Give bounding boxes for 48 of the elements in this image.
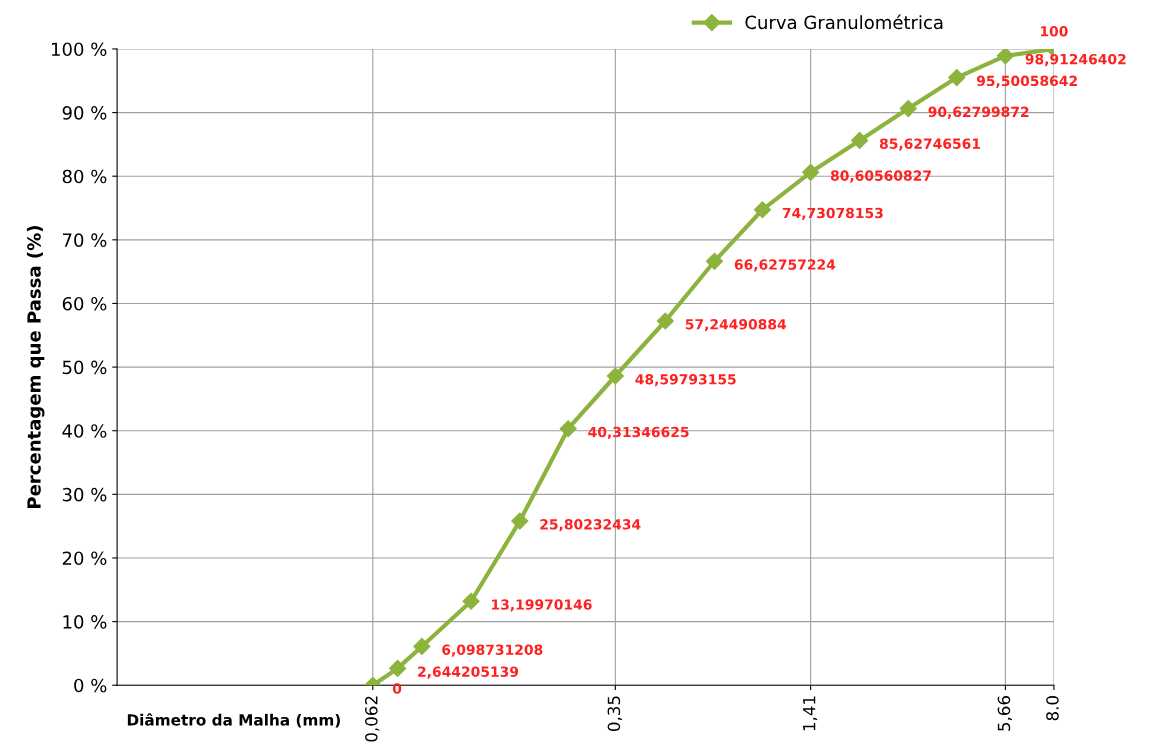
data-label: 48,59793155 [635, 374, 736, 387]
y-tick-label: 90 % [62, 106, 107, 120]
data-label: 0 [392, 683, 402, 694]
point [899, 100, 917, 118]
y-tick-label: 80 % [62, 169, 107, 184]
data-label: 2,644205139 [418, 666, 519, 679]
y-tick-label: 40 % [62, 424, 107, 438]
x-tick-label: 0,35 [607, 696, 622, 731]
point [413, 637, 431, 655]
x-tick-label: 8.0 [1046, 696, 1059, 721]
data-label: 25,80232434 [540, 519, 641, 532]
point [462, 592, 480, 610]
y-tick-label: 20 % [62, 551, 107, 566]
data-label: 100 [1040, 26, 1068, 37]
data-label: 6,098731208 [442, 644, 543, 657]
data-label: 13,19970146 [492, 599, 592, 612]
point [948, 69, 966, 87]
y-tick-label: 0 % [74, 678, 107, 693]
y-tick-label: 100 % [52, 42, 107, 57]
data-label: 95,50058642 [976, 75, 1077, 88]
y-tick-label: 60 % [62, 296, 107, 311]
point [753, 201, 772, 219]
data-label: 90,62799872 [928, 106, 1029, 119]
y-tick-label: 70 % [62, 233, 107, 247]
data-label: 98,91246402 [1025, 53, 1126, 67]
point [802, 163, 820, 181]
point [851, 131, 869, 149]
point [511, 512, 529, 530]
y-tick-label: 50 % [62, 360, 107, 375]
legend-label: Curva Granulométrica [745, 14, 943, 30]
x-tick-label: 1,41 [803, 696, 818, 731]
y-axis-title: Percentagem que Passa (%) [26, 226, 45, 508]
y-tick-label: 10 % [63, 615, 107, 629]
point [559, 420, 577, 438]
y-tick-label: 30 % [62, 487, 107, 502]
point [996, 48, 1014, 65]
data-label: 80,60560827 [830, 170, 931, 183]
point [656, 312, 674, 330]
x-axis-title: Diâmetro da Malha (mm) [127, 713, 340, 728]
data-label: 66,62757224 [734, 259, 836, 272]
point [606, 367, 624, 385]
x-tick-label: 0,062 [365, 696, 380, 742]
data-label: 85,62746561 [879, 138, 981, 151]
data-label: 74,73078153 [782, 207, 883, 221]
point [705, 252, 724, 270]
x-tick-label: 5,66 [997, 696, 1012, 731]
data-label: 40,31346625 [588, 426, 689, 440]
data-label: 57,24490884 [685, 319, 787, 332]
